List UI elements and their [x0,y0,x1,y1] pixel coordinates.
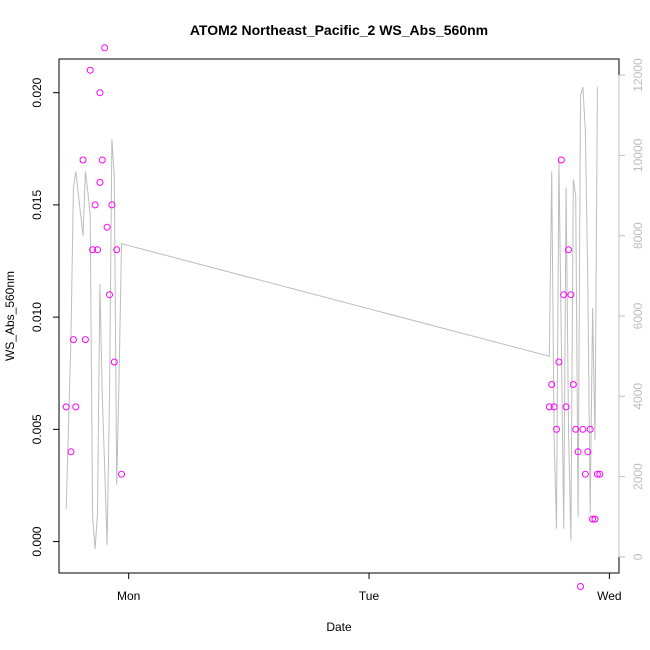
data-point [81,336,89,344]
point-layer [62,44,604,590]
y-tick-label: 0.010 [30,302,44,332]
data-point [94,246,101,254]
y-tick-label: 0.000 [30,526,44,556]
y2-tick-label: 10000 [631,138,645,172]
data-point [553,425,560,433]
data-point [569,381,577,388]
x-axis-label: Date [326,620,352,634]
data-point [113,246,121,254]
y2-tick-label: 0 [631,553,645,560]
data-point [567,291,575,299]
data-point [67,448,75,456]
y-axis-label: WS_Abs_560nm [3,271,17,361]
series-line [65,86,598,549]
y-tick-label: 0.015 [30,190,44,220]
data-point [110,358,118,366]
data-point [581,470,589,478]
data-point [62,403,70,411]
x-axis: Mon Tue Wed [117,572,622,603]
data-point [560,291,568,299]
y-axis-left: 0.000 0.005 0.010 0.015 0.020 [30,77,60,557]
y-axis-right: 0 2000 4000 6000 8000 10000 12000 [618,58,645,560]
y-tick-label: 0.020 [30,77,44,107]
data-point [103,223,111,231]
data-point [545,403,553,411]
data-point [69,336,77,344]
x-tick-label: Tue [359,589,380,603]
data-point [101,44,109,52]
y2-tick-label: 2000 [631,463,645,490]
data-point [89,246,97,254]
data-point [577,583,584,590]
y2-tick-label: 8000 [631,222,645,249]
data-point [72,403,80,411]
data-point [550,403,558,411]
data-point [589,515,597,523]
data-point [96,178,104,186]
data-point [96,89,104,97]
data-point [593,470,601,478]
data-point [548,381,556,388]
line-layer [65,86,598,549]
y2-tick-label: 12000 [631,58,645,92]
data-point [565,246,572,254]
data-point [579,425,587,433]
x-tick-label: Wed [597,589,621,603]
data-point [79,156,87,164]
data-point [86,66,94,74]
plot-frame [58,58,620,574]
data-point [118,470,125,478]
data-point [591,515,599,523]
data-point [574,448,582,456]
y2-tick-label: 4000 [631,383,645,410]
y-tick-label: 0.005 [30,414,44,444]
data-point [557,156,565,164]
data-point [91,201,99,209]
data-point [562,403,570,411]
data-point [586,425,594,433]
data-point [98,156,106,164]
y2-tick-label: 6000 [631,302,645,329]
data-point [596,470,604,478]
data-point [106,291,113,299]
data-point [584,448,592,456]
data-point [555,358,563,366]
data-point [572,425,580,433]
data-point [108,201,116,209]
chart-title: ATOM2 Northeast_Pacific_2 WS_Abs_560nm [190,22,488,38]
x-tick-label: Mon [117,589,140,603]
